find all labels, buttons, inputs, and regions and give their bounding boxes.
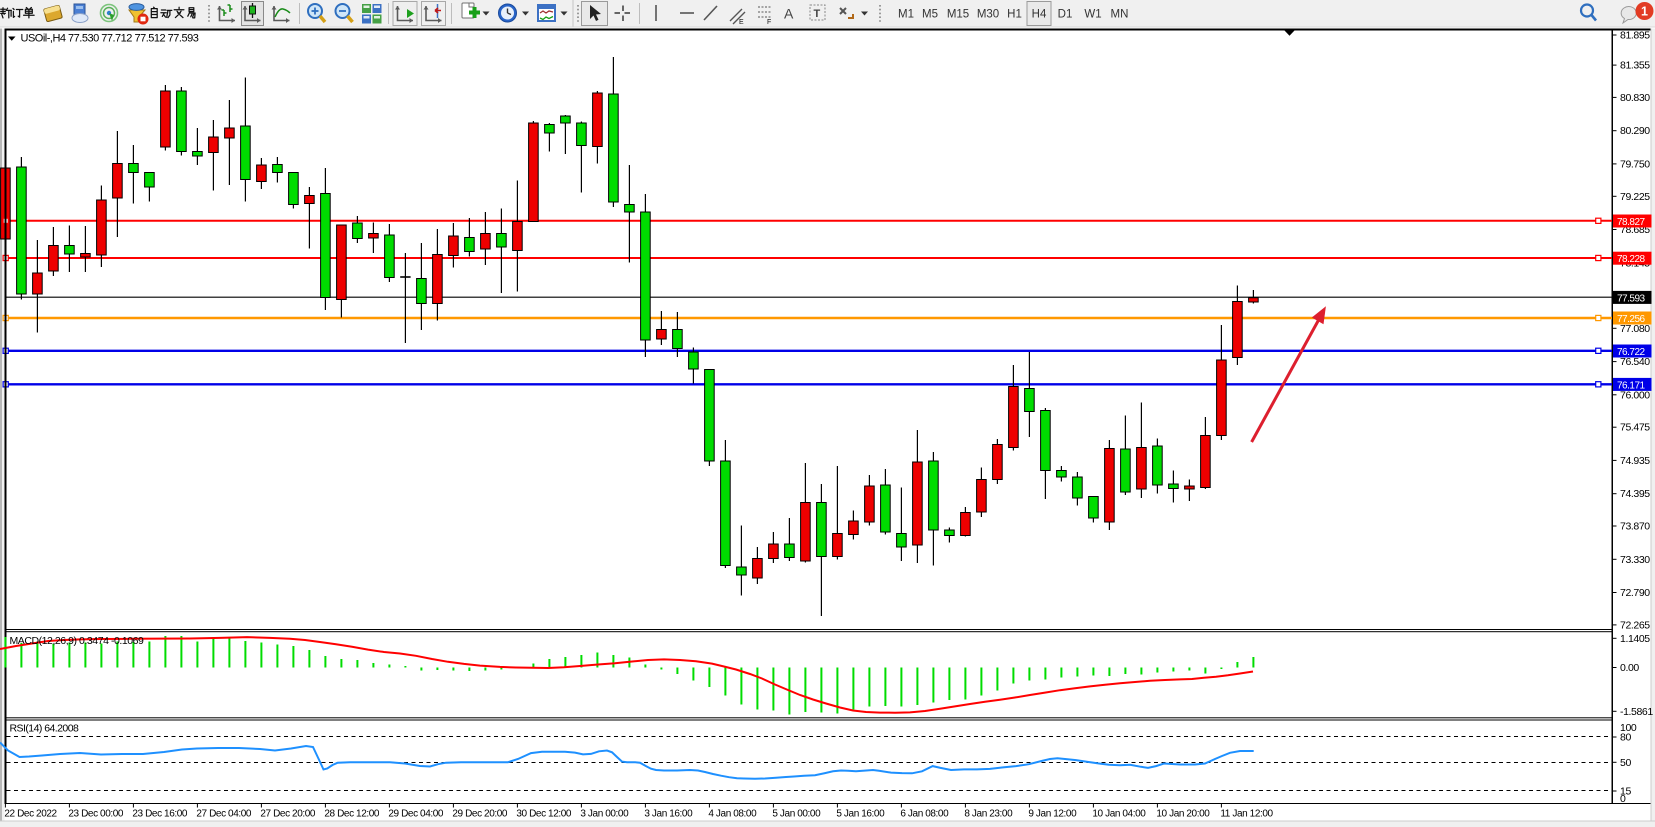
svg-text:9 Jan 12:00: 9 Jan 12:00 bbox=[1028, 809, 1077, 820]
svg-text:22 Dec 2022: 22 Dec 2022 bbox=[4, 809, 57, 820]
svg-text:-1.5861: -1.5861 bbox=[1620, 706, 1653, 718]
svg-text:29 Dec 20:00: 29 Dec 20:00 bbox=[452, 809, 508, 820]
svg-text:8 Jan 23:00: 8 Jan 23:00 bbox=[964, 809, 1013, 820]
svg-text:80.290: 80.290 bbox=[1620, 125, 1650, 137]
svg-text:H1: H1 bbox=[1007, 9, 1022, 21]
svg-text:T: T bbox=[814, 8, 821, 20]
svg-text:27 Dec 04:00: 27 Dec 04:00 bbox=[196, 809, 252, 820]
svg-text:W1: W1 bbox=[1084, 9, 1101, 21]
svg-text:11 Jan 12:00: 11 Jan 12:00 bbox=[1220, 809, 1273, 820]
svg-text:80: 80 bbox=[1620, 732, 1631, 744]
svg-text:M5: M5 bbox=[922, 9, 938, 21]
svg-text:E: E bbox=[739, 19, 744, 26]
svg-text:78.827: 78.827 bbox=[1617, 217, 1646, 228]
svg-text:3 Jan 00:00: 3 Jan 00:00 bbox=[580, 809, 629, 820]
svg-text:M15: M15 bbox=[947, 9, 969, 21]
svg-text:75.475: 75.475 bbox=[1620, 422, 1650, 434]
svg-text:74.395: 74.395 bbox=[1620, 488, 1650, 500]
svg-text:76.171: 76.171 bbox=[1617, 380, 1646, 391]
svg-text:4 Jan 08:00: 4 Jan 08:00 bbox=[708, 809, 757, 820]
svg-text:23 Dec 16:00: 23 Dec 16:00 bbox=[132, 809, 188, 820]
svg-text:M30: M30 bbox=[977, 9, 999, 21]
svg-text:81.355: 81.355 bbox=[1620, 60, 1650, 72]
svg-text:28 Dec 12:00: 28 Dec 12:00 bbox=[324, 809, 380, 820]
svg-text:F: F bbox=[767, 19, 771, 26]
svg-text:1.1405: 1.1405 bbox=[1620, 633, 1650, 645]
svg-text:MN: MN bbox=[1111, 9, 1129, 21]
svg-text:79.225: 79.225 bbox=[1620, 191, 1650, 203]
svg-text:A: A bbox=[784, 6, 794, 22]
svg-text:76.540: 76.540 bbox=[1620, 356, 1650, 368]
svg-text:5 Jan 16:00: 5 Jan 16:00 bbox=[836, 809, 885, 820]
svg-text:0.00: 0.00 bbox=[1620, 662, 1639, 674]
svg-text:79.750: 79.750 bbox=[1620, 158, 1650, 170]
svg-text:10 Jan 04:00: 10 Jan 04:00 bbox=[1092, 809, 1146, 820]
svg-text:USOil-,H4 77.530 77.712 77.51: USOil-,H4 77.530 77.712 77.512 77.593 bbox=[21, 33, 199, 45]
svg-text:10 Jan 20:00: 10 Jan 20:00 bbox=[1156, 809, 1210, 820]
svg-text:29 Dec 04:00: 29 Dec 04:00 bbox=[388, 809, 444, 820]
svg-text:27 Dec 20:00: 27 Dec 20:00 bbox=[260, 809, 316, 820]
svg-text:23 Dec 00:00: 23 Dec 00:00 bbox=[68, 809, 124, 820]
svg-text:72.790: 72.790 bbox=[1620, 587, 1650, 599]
svg-text:77.593: 77.593 bbox=[1617, 293, 1646, 304]
svg-text:100: 100 bbox=[1620, 722, 1637, 734]
svg-text:81.895: 81.895 bbox=[1620, 30, 1650, 42]
svg-text:72.265: 72.265 bbox=[1620, 619, 1650, 631]
svg-text:H4: H4 bbox=[1032, 9, 1047, 21]
svg-text:80.830: 80.830 bbox=[1620, 92, 1650, 104]
svg-text:15: 15 bbox=[1620, 786, 1631, 798]
svg-text:77.256: 77.256 bbox=[1617, 314, 1646, 325]
svg-text:78.228: 78.228 bbox=[1617, 254, 1646, 265]
svg-text:77.080: 77.080 bbox=[1620, 323, 1650, 335]
svg-text:5 Jan 00:00: 5 Jan 00:00 bbox=[772, 809, 821, 820]
svg-text:D1: D1 bbox=[1058, 9, 1073, 21]
svg-text:74.935: 74.935 bbox=[1620, 455, 1650, 467]
svg-text:3 Jan 16:00: 3 Jan 16:00 bbox=[644, 809, 693, 820]
svg-text:MACD(12,26,9) 0.3474 -0.1069: MACD(12,26,9) 0.3474 -0.1069 bbox=[10, 635, 145, 647]
svg-text:6 Jan 08:00: 6 Jan 08:00 bbox=[900, 809, 949, 820]
svg-text:0: 0 bbox=[1620, 793, 1626, 805]
svg-text:50: 50 bbox=[1620, 757, 1631, 769]
svg-text:M1: M1 bbox=[898, 9, 914, 21]
svg-text:76.000: 76.000 bbox=[1620, 389, 1650, 401]
svg-text:73.870: 73.870 bbox=[1620, 521, 1650, 533]
svg-text:RSI(14) 64.2008: RSI(14) 64.2008 bbox=[10, 723, 80, 735]
svg-text:76.722: 76.722 bbox=[1617, 347, 1646, 358]
svg-text:73.330: 73.330 bbox=[1620, 554, 1650, 566]
svg-text:30 Dec 12:00: 30 Dec 12:00 bbox=[516, 809, 572, 820]
svg-text:1: 1 bbox=[1641, 5, 1648, 19]
